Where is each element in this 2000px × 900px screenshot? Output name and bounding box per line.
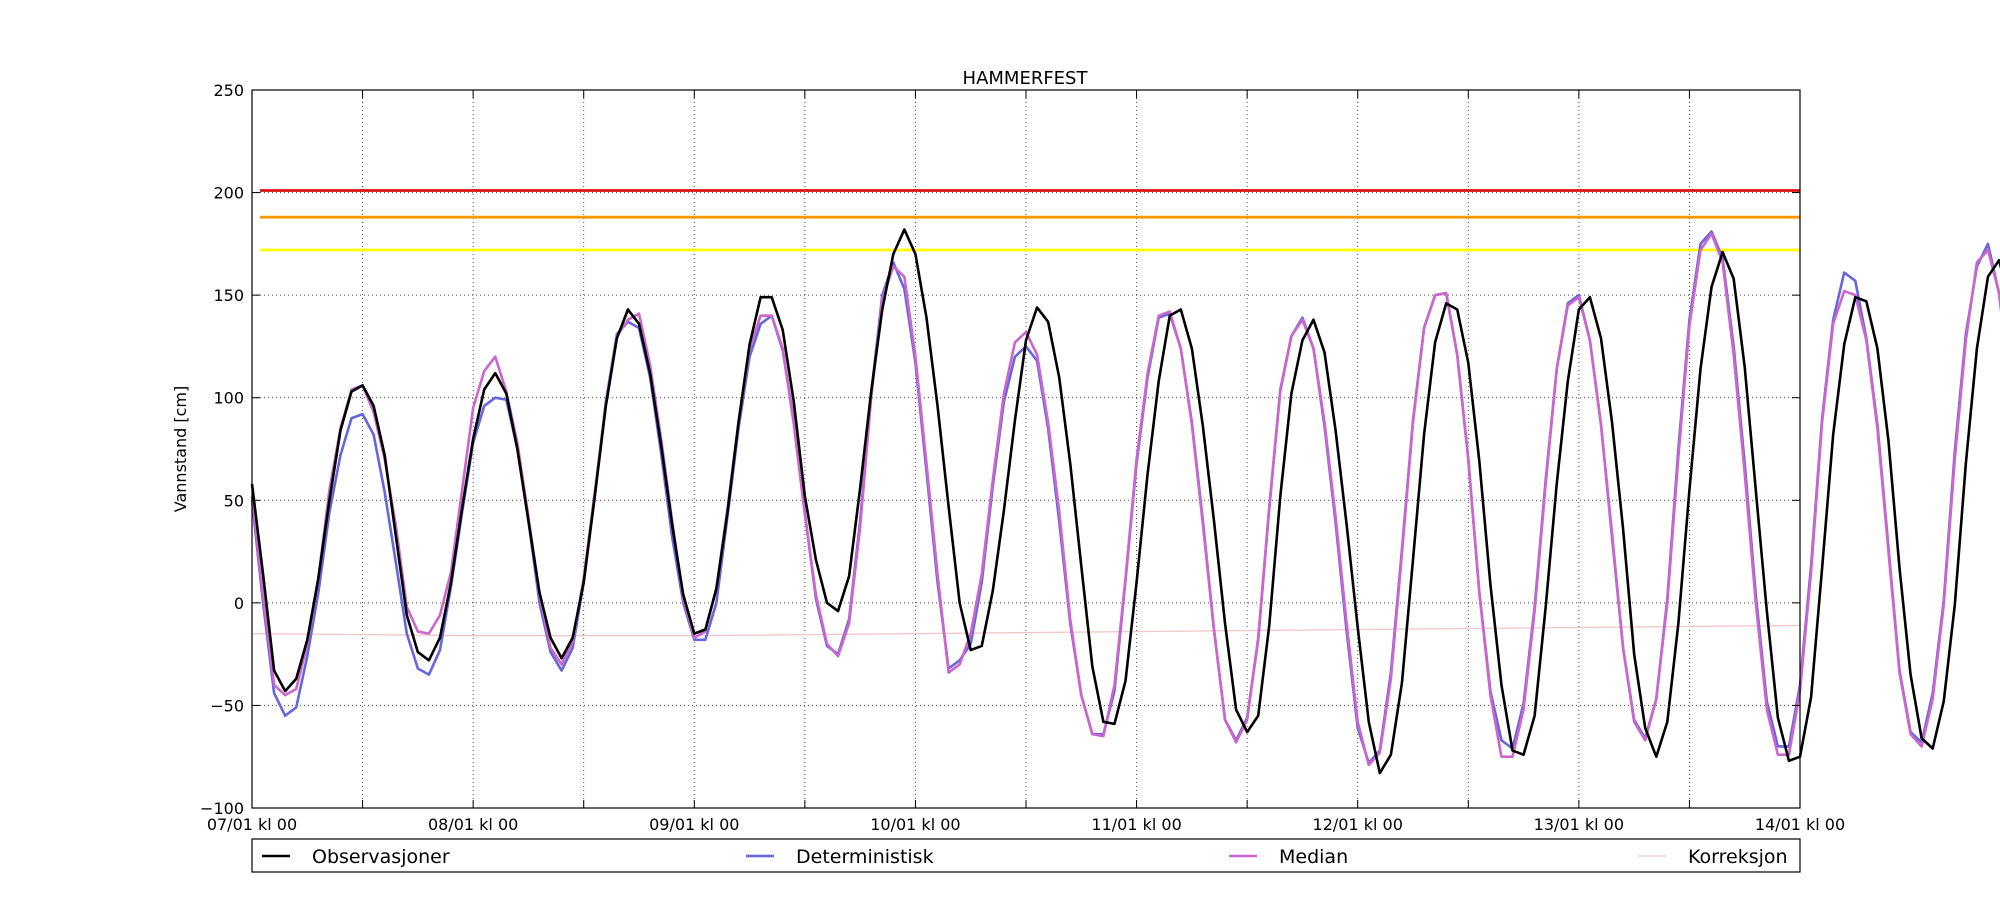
legend-frame: [251, 838, 1801, 873]
threshold-lines: [260, 189, 1800, 252]
y-tick-label: −100: [200, 799, 244, 818]
legend-label: Observasjoner: [312, 846, 450, 868]
y-tick-label: 200: [213, 184, 244, 203]
y-axis-tick-labels: −100 −50 0 50 100 150 200 250: [200, 81, 244, 818]
y-tick-label: 250: [213, 81, 244, 100]
x-tick-label: 08/01 kl 00: [428, 815, 518, 834]
x-tick-label: 12/01 kl 00: [1313, 815, 1403, 834]
x-tick-label: 13/01 kl 00: [1534, 815, 1624, 834]
y-tick-label: −50: [210, 696, 244, 715]
legend-label: Deterministisk: [796, 846, 934, 868]
x-tick-label: 11/01 kl 00: [1091, 815, 1181, 834]
y-tick-label: 0: [234, 594, 244, 613]
series-line-deterministisk: [250, 230, 2000, 765]
x-axis-tick-labels: 07/01 kl 00 08/01 kl 00 09/01 kl 00 10/01 k…: [207, 815, 1845, 834]
y-tick-label: 100: [213, 389, 244, 408]
legend-label: Korreksjon: [1688, 846, 1788, 868]
legend: Observasjoner Deterministisk Median Korreks…: [251, 838, 1801, 873]
y-tick-label: 50: [224, 491, 244, 510]
axis-ticks: [251, 89, 1801, 809]
series-lines: [250, 228, 2000, 775]
x-tick-label: 10/01 kl 00: [870, 815, 960, 834]
legend-items: Observasjoner Deterministisk Median Korreks…: [262, 846, 1788, 868]
series-line-observasjoner: [250, 228, 2000, 775]
chart-title: HAMMERFEST: [963, 68, 1089, 89]
series-line-korreksjon: [251, 624, 1801, 637]
y-tick-label: 150: [213, 286, 244, 305]
x-tick-label: 07/01 kl 00: [207, 815, 297, 834]
x-tick-label: 14/01 kl 00: [1755, 815, 1845, 834]
y-axis-label: Vannstand [cm]: [171, 386, 190, 512]
series-line-median: [250, 232, 2000, 767]
legend-label: Median: [1279, 846, 1348, 868]
x-tick-label: 09/01 kl 00: [649, 815, 739, 834]
